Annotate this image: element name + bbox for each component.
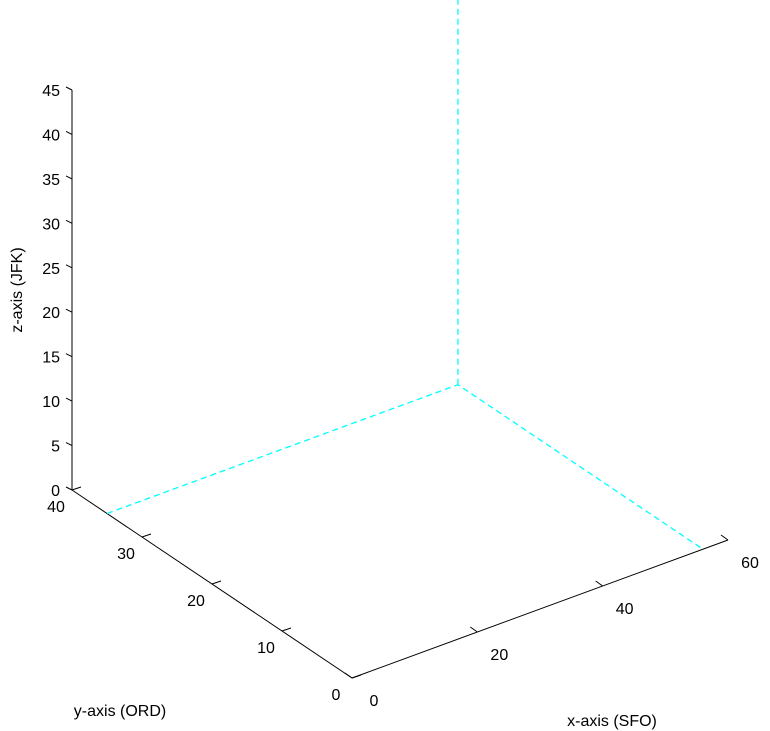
- z-tick-label: 45: [42, 83, 60, 100]
- z-tick-label: 35: [42, 172, 60, 189]
- z-tick-mark: [65, 442, 73, 447]
- x-axis-line: [351, 539, 729, 679]
- x-tick-label: 20: [490, 647, 508, 664]
- z-tick-mark: [65, 130, 73, 135]
- floor-projection-line: [106, 383, 704, 550]
- z-tick-label: 30: [42, 216, 60, 233]
- y-tick-label: 0: [332, 687, 341, 704]
- z-tick-label: 40: [42, 127, 60, 144]
- y-tick-mark: [281, 627, 292, 632]
- x-tick-label: 60: [741, 555, 759, 572]
- x-tick-label: 40: [616, 601, 634, 618]
- z-tick-label: 15: [42, 350, 60, 367]
- y-tick-mark: [351, 674, 362, 679]
- z-tick-label: 20: [42, 305, 60, 322]
- z-tick-label: 10: [42, 394, 60, 411]
- z-tick-mark: [65, 86, 73, 91]
- y-tick-label: 20: [187, 593, 205, 610]
- x-tick-mark: [595, 580, 603, 587]
- z-tick-mark: [65, 264, 73, 269]
- x-tick-label: 0: [370, 693, 379, 710]
- z-tick-mark: [65, 175, 73, 180]
- z-tick-mark: [65, 397, 73, 402]
- z-tick-mark: [65, 353, 73, 358]
- z-tick-mark: [65, 219, 73, 224]
- y-axis-title: y-axis (ORD): [74, 703, 166, 720]
- y-tick-label: 30: [117, 546, 135, 563]
- z-axis-title: z-axis (JFK): [9, 247, 26, 332]
- z-tick-label: 0: [51, 483, 60, 500]
- y-tick-label: 40: [47, 499, 65, 516]
- y-tick-mark: [211, 580, 222, 585]
- z-tick-label: 25: [42, 261, 60, 278]
- z-tick-mark: [65, 308, 73, 313]
- z-tick-mark: [65, 486, 73, 491]
- data-series: [106, 0, 704, 550]
- y-tick-mark: [141, 533, 152, 538]
- x-tick-mark: [344, 672, 353, 679]
- x-tick-mark: [720, 534, 729, 541]
- y-tick-label: 10: [257, 640, 275, 657]
- z-tick-label: 5: [51, 439, 60, 456]
- y-tick-mark: [71, 486, 82, 491]
- x-axis-title: x-axis (SFO): [567, 713, 657, 730]
- x-tick-mark: [470, 626, 478, 633]
